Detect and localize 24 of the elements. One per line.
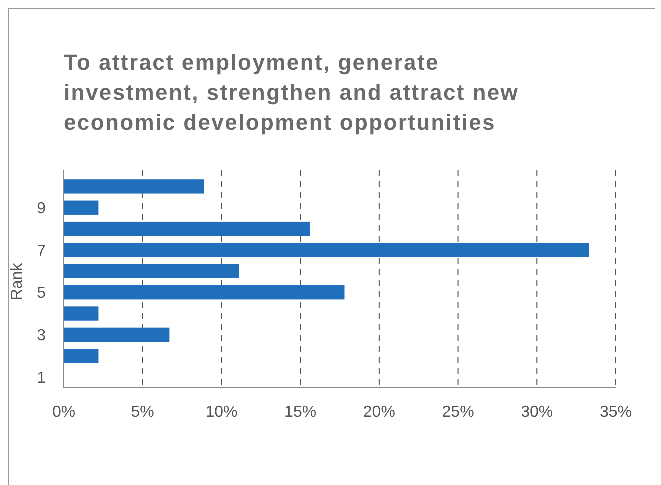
x-tick-label: 5% (131, 404, 154, 421)
x-tick-label: 10% (206, 404, 238, 421)
x-tick-label: 15% (284, 404, 317, 421)
bar (64, 180, 204, 194)
bar (64, 222, 310, 236)
y-tick-label: 9 (37, 200, 46, 218)
bar (64, 328, 170, 342)
y-axis-title: Rank (9, 262, 26, 301)
y-tick-label: 1 (37, 370, 46, 387)
bar (64, 243, 590, 258)
x-tick-label: 30% (521, 404, 554, 421)
bar (64, 306, 99, 321)
x-tick-label: 20% (363, 404, 396, 421)
y-tick-label: 5 (37, 285, 46, 302)
bar (64, 285, 345, 300)
x-tick-label: 0% (52, 404, 76, 421)
bar (64, 349, 99, 364)
x-tick-label: 35% (600, 404, 632, 421)
bar (64, 200, 99, 215)
bar (64, 264, 240, 279)
y-tick-label: 7 (37, 242, 46, 260)
chart-title: To attract employment, generate investment, strengthen and attract new economic development opportunities (64, 50, 520, 135)
y-tick-label: 3 (37, 328, 46, 345)
x-tick-label: 25% (442, 404, 474, 421)
